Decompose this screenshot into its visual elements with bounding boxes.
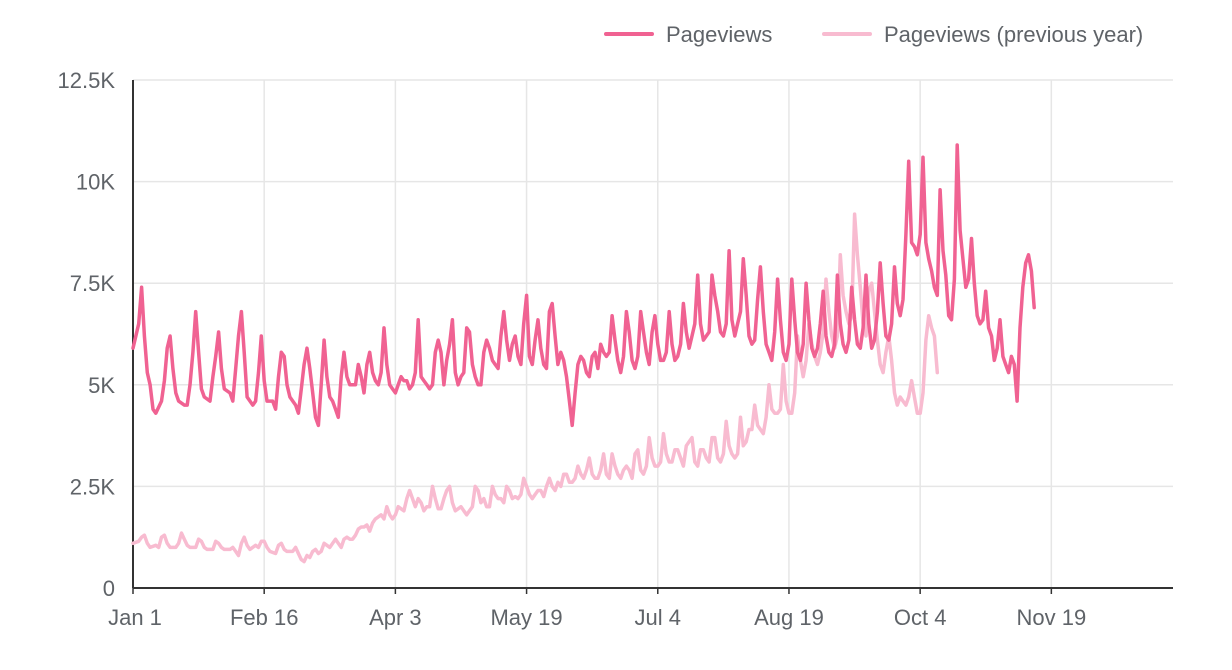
legend-label: Pageviews (previous year) — [884, 22, 1143, 47]
y-tick-label: 0 — [103, 576, 115, 601]
y-tick-label: 10K — [76, 170, 115, 195]
axes — [132, 80, 1173, 594]
series-line-pageviews — [131, 143, 1036, 428]
x-tick-label: Aug 19 — [754, 605, 824, 630]
legend-item-pageviews[interactable]: Pageviews — [604, 22, 772, 47]
x-tick-labels: Jan 1 Feb 16 Apr 3 May 19 Jul 4 Aug 19 Oct 4 No… — [108, 605, 1086, 630]
x-tick-label: Nov 19 — [1016, 605, 1086, 630]
legend-label: Pageviews — [666, 22, 772, 47]
y-tick-labels: 0 2.5K 5K 7.5K 10K 12.5K — [58, 68, 116, 601]
x-tick-label: Feb 16 — [230, 605, 299, 630]
x-tick-label: Apr 3 — [369, 605, 422, 630]
y-tick-label: 7.5K — [70, 271, 116, 296]
x-tick-label: Oct 4 — [894, 605, 947, 630]
grid — [133, 79, 1173, 588]
y-tick-label: 12.5K — [58, 68, 116, 93]
series-line-pageviews-previous-year — [131, 212, 940, 564]
series-lines — [131, 143, 1036, 564]
y-tick-label: 5K — [88, 373, 115, 398]
x-tick-label: Jul 4 — [635, 605, 681, 630]
legend[interactable]: Pageviews Pageviews (previous year) — [604, 22, 1143, 47]
legend-item-pageviews-previous-year[interactable]: Pageviews (previous year) — [822, 22, 1143, 47]
x-tick-label: Jan 1 — [108, 605, 162, 630]
y-tick-label: 2.5K — [70, 474, 116, 499]
x-tick-label: May 19 — [490, 605, 562, 630]
